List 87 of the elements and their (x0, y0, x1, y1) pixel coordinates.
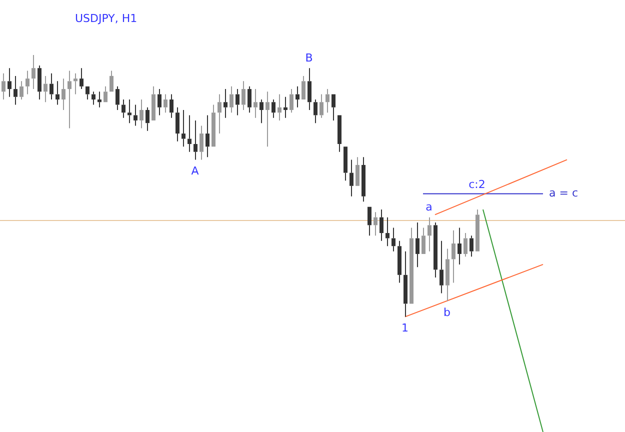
candlestick (356, 156, 360, 186)
candlestick (338, 115, 342, 152)
candlestick (206, 114, 210, 158)
candlestick (278, 94, 282, 121)
candlestick (272, 99, 276, 118)
candlestick (326, 88, 330, 114)
candlestick (68, 70, 72, 129)
candlestick (362, 156, 366, 202)
chart-title: USDJPY, H1 (75, 12, 138, 25)
candlestick (434, 222, 438, 278)
candlestick (458, 227, 462, 265)
candlestick (44, 75, 48, 103)
candlestick (128, 99, 132, 124)
candlestick (176, 106, 180, 142)
candlestick (314, 99, 318, 124)
text: b (444, 306, 450, 319)
text: B (305, 51, 313, 64)
candlestick (104, 86, 108, 102)
candlestick (98, 91, 102, 108)
candlestick (14, 75, 18, 106)
candlestick (392, 227, 396, 252)
candlestick (92, 91, 96, 106)
candlestick (50, 72, 54, 100)
candlestick (212, 104, 216, 147)
candlestick (380, 208, 384, 242)
candlestick (332, 94, 336, 121)
candlestick (320, 94, 324, 118)
candlestick (254, 88, 258, 118)
candlestick (38, 64, 42, 100)
candlestick (404, 250, 408, 318)
text: c:2 (468, 178, 486, 192)
candlestick (386, 216, 390, 247)
candlestick (56, 80, 60, 106)
candlestick (188, 114, 192, 152)
candlestick (170, 94, 174, 118)
candlestick (218, 94, 222, 134)
candlestick (80, 68, 84, 90)
candlestick (260, 99, 264, 124)
candlestick (452, 230, 456, 284)
candlestick (344, 146, 348, 182)
candlestick (32, 54, 36, 90)
candlestick (146, 106, 150, 132)
candlestick (26, 70, 30, 95)
candlestick (158, 88, 162, 116)
candlestick (284, 96, 288, 118)
candlestick (242, 80, 246, 110)
candlestick (470, 235, 474, 258)
candlestick (266, 91, 270, 148)
candlestick (416, 222, 420, 268)
candlestick (116, 86, 120, 110)
candlestick (428, 216, 432, 252)
candlestick (410, 227, 414, 304)
text: A (191, 164, 199, 178)
series-label: a = c (549, 186, 578, 200)
candlestick (224, 88, 228, 118)
candlestick (464, 232, 468, 258)
candlestick (152, 86, 156, 120)
candlestick (134, 104, 138, 126)
candlestick (398, 240, 402, 284)
candlestick (200, 125, 204, 160)
candlestick (8, 68, 12, 98)
candlestick (230, 86, 234, 114)
candlestick (86, 86, 90, 100)
text: a (426, 200, 432, 214)
candlestick (440, 240, 444, 294)
candlestick (236, 88, 240, 116)
candlestick (74, 72, 78, 95)
candlestick (248, 86, 252, 114)
candlestick (122, 99, 126, 118)
candlestick (140, 99, 144, 129)
candlestick (350, 159, 354, 197)
candlestick (164, 94, 168, 114)
candlestick (422, 227, 426, 254)
candlestick (110, 70, 114, 92)
candlestick (374, 212, 378, 236)
candlestick (476, 208, 480, 252)
candlestick (194, 120, 198, 160)
candlestick (302, 75, 306, 100)
candlestick (2, 72, 6, 100)
candlestick (182, 109, 186, 148)
candlestick (446, 248, 450, 302)
candlestick (296, 86, 300, 108)
candlestick (290, 88, 294, 114)
text: 1 (402, 322, 408, 335)
candlestick (308, 68, 312, 110)
candlestick (20, 80, 24, 100)
candlestick (62, 78, 66, 110)
